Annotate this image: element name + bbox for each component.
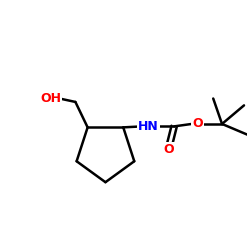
Text: O: O — [192, 118, 203, 130]
Text: OH: OH — [40, 92, 62, 104]
Text: O: O — [163, 143, 173, 156]
Text: HN: HN — [138, 120, 159, 133]
